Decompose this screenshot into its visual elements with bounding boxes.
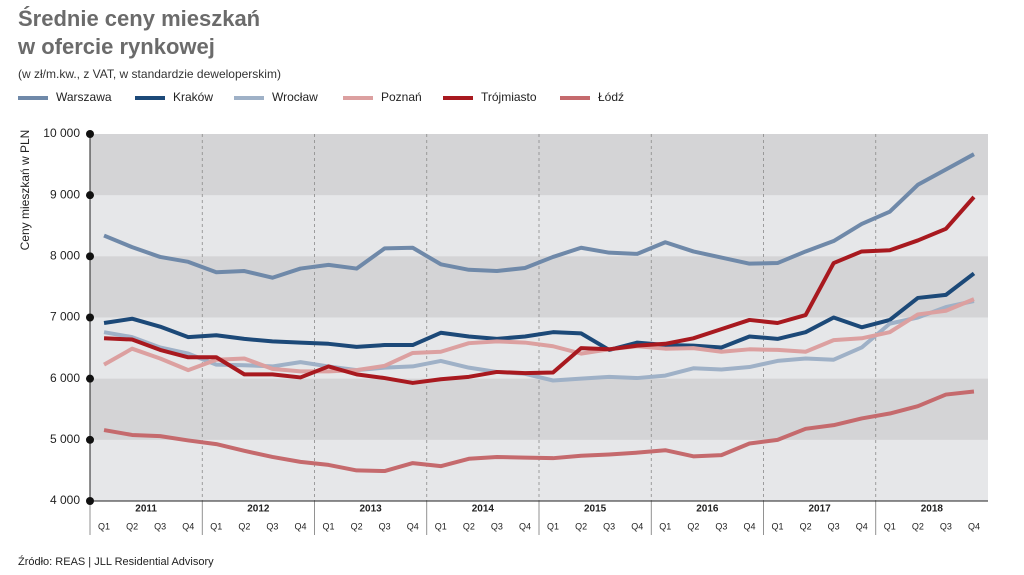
series-line	[103, 389, 975, 474]
y-axis-label: Ceny mieszkań w PLN	[18, 130, 32, 251]
x-tick-label: Q3	[266, 521, 278, 531]
legend-label: Łódź	[598, 90, 624, 104]
x-tick-label: Q4	[631, 521, 643, 531]
x-tick-label: Q2	[575, 521, 587, 531]
year-label: 2016	[696, 504, 719, 515]
year-label: 2014	[472, 504, 495, 515]
x-tick-label: Q2	[351, 521, 363, 531]
y-tick	[86, 374, 94, 383]
year-label: 2012	[247, 504, 270, 515]
x-tick-label: Q3	[379, 521, 391, 531]
y-tick-label: 7 000	[50, 310, 80, 324]
y-tick	[86, 130, 94, 138]
year-label: 2015	[584, 504, 607, 515]
x-tick-label: Q2	[912, 521, 924, 531]
x-tick-label: Q4	[182, 521, 194, 531]
y-tick-label: 5 000	[50, 432, 80, 446]
year-label: 2011	[135, 504, 157, 515]
source: Źródło: REAS | JLL Residential Advisory	[18, 555, 214, 568]
legend-label: Wrocław	[272, 90, 318, 104]
x-tick-label: Q2	[238, 521, 250, 531]
y-tick-label: 10 000	[43, 126, 80, 140]
x-tick-label: Q1	[210, 521, 222, 531]
x-tick-label: Q4	[743, 521, 755, 531]
series-line	[103, 271, 976, 352]
legend-label: Warszawa	[56, 90, 112, 104]
y-tick	[86, 435, 94, 444]
y-tick	[86, 313, 94, 322]
y-tick-label: 9 000	[50, 187, 80, 201]
x-tick-label: Q4	[968, 521, 980, 531]
x-tick-label: Q3	[715, 521, 727, 531]
x-tick-label: Q4	[407, 521, 419, 531]
y-tick-label: 4 000	[50, 493, 80, 507]
x-tick-label: Q2	[800, 521, 812, 531]
series-line	[103, 195, 976, 385]
x-tick-label: Q1	[547, 521, 559, 531]
x-tick-label: Q1	[884, 521, 896, 531]
x-tick-label: Q3	[491, 521, 503, 531]
x-tick-label: Q1	[98, 521, 110, 531]
legend-label: Poznań	[381, 90, 422, 104]
x-tick-label: Q3	[603, 521, 615, 531]
x-tick-label: Q1	[659, 521, 671, 531]
year-label: 2013	[360, 504, 383, 515]
x-tick-label: Q1	[435, 521, 447, 531]
series-line	[103, 152, 975, 280]
y-tick	[86, 191, 94, 200]
x-tick-label: Q1	[772, 521, 784, 531]
y-tick	[86, 252, 94, 261]
year-label: 2018	[921, 504, 944, 515]
series-line	[103, 297, 975, 374]
x-tick-label: Q2	[126, 521, 138, 531]
year-label: 2017	[809, 504, 832, 515]
x-tick-label: Q4	[294, 521, 306, 531]
chart-subtitle: (w zł/m.kw., z VAT, w standardzie dewelo…	[18, 67, 281, 81]
y-tick-label: 8 000	[50, 249, 80, 263]
x-tick-label: Q3	[828, 521, 840, 531]
x-tick-label: Q4	[519, 521, 531, 531]
x-tick-label: Q4	[856, 521, 868, 531]
x-tick-label: Q2	[687, 521, 699, 531]
series-line	[103, 299, 975, 383]
chart-title: w ofercie rynkowej	[17, 34, 215, 59]
x-tick-label: Q3	[154, 521, 166, 531]
x-tick-label: Q1	[323, 521, 335, 531]
x-tick-label: Q2	[463, 521, 475, 531]
legend-label: Trójmiasto	[481, 90, 537, 104]
y-tick-label: 6 000	[50, 371, 80, 385]
x-tick-label: Q3	[940, 521, 952, 531]
legend-label: Kraków	[173, 90, 213, 104]
y-tick	[86, 497, 94, 505]
chart-title: Średnie ceny mieszkań	[18, 6, 260, 31]
